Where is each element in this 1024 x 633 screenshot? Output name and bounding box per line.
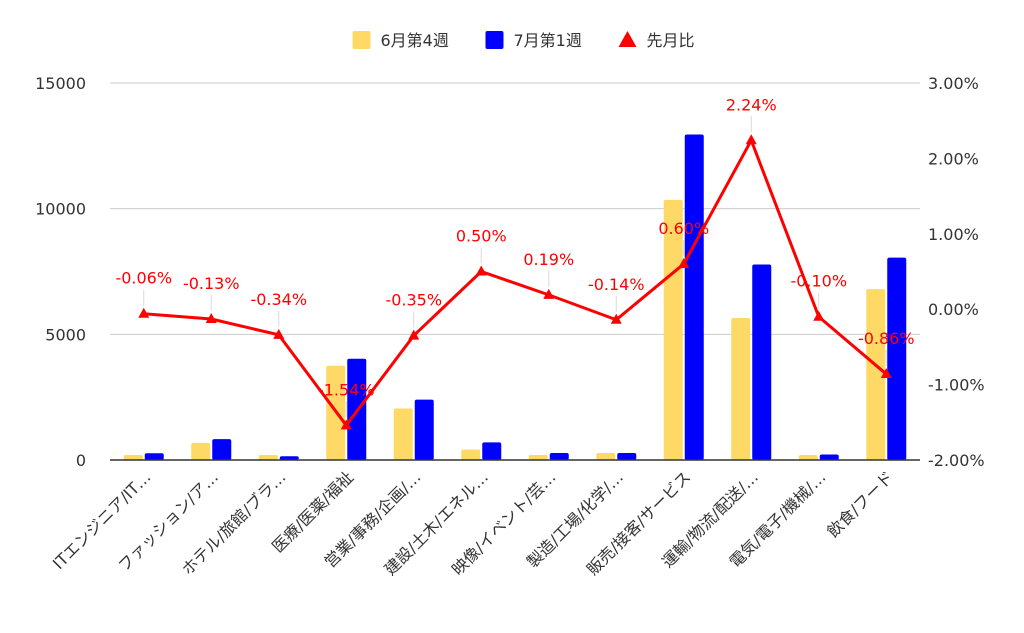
bar-series1	[663, 199, 683, 460]
bar-series1	[731, 317, 751, 460]
data-label: -0.06%	[115, 269, 172, 288]
bar-series2	[212, 439, 232, 460]
bar-series1	[123, 454, 143, 460]
data-labels: -0.06% -0.13% -0.34% -1.54% -0.35% 0.50% 0.19%…	[115, 95, 915, 418]
line-path	[143, 138, 888, 427]
y-right-tick-label: 2.00%	[928, 149, 979, 168]
data-label: 0.50%	[456, 227, 507, 246]
data-label: -0.86%	[858, 329, 915, 348]
bar-series1	[596, 452, 616, 460]
legend: 6月第4週 7月第1週 先月比	[352, 31, 695, 50]
data-label: -0.14%	[588, 275, 645, 294]
bars	[123, 134, 907, 461]
bar-series1	[528, 454, 548, 460]
line-marker	[610, 313, 622, 324]
legend-swatch	[352, 31, 371, 49]
data-label: -1.54%	[318, 380, 375, 399]
legend-label: 7月第1週	[514, 31, 582, 50]
category-labels: ITエンジニア/IT…ファッション/ア…ホテル/旅館/ブラ…医療/医薬/福祉営業…	[49, 467, 897, 579]
line-marker	[880, 368, 892, 379]
y-left-tick-label: 5000	[45, 325, 86, 344]
bar-series2	[684, 134, 704, 461]
y-left-tick-label: 0	[76, 451, 86, 470]
line-marker	[543, 288, 555, 299]
bar-series2	[752, 264, 772, 460]
y-right-tick-label: 1.00%	[928, 225, 979, 244]
bar-series1	[461, 449, 481, 460]
line-marker	[273, 328, 285, 339]
bar-series1	[866, 289, 886, 460]
legend-label: 6月第4週	[381, 31, 449, 50]
y-right-tick-label: 0.00%	[928, 300, 979, 319]
data-label: 2.24%	[726, 95, 777, 114]
y-right-tick-label: -2.00%	[928, 451, 985, 470]
bar-series2	[144, 453, 164, 460]
line-marker	[138, 307, 150, 318]
bar-series2	[279, 456, 299, 460]
line-marker	[475, 265, 487, 276]
y-left-tick-label: 10000	[35, 200, 86, 219]
data-label: -0.34%	[250, 290, 307, 309]
bar-series1	[798, 454, 818, 460]
bar-series1	[191, 442, 211, 460]
data-label: -0.13%	[183, 274, 240, 293]
bar-series2	[482, 442, 502, 460]
line-marker	[813, 310, 825, 321]
data-label: -0.35%	[385, 291, 442, 310]
bar-series2	[819, 454, 839, 460]
y-right-tick-label: -1.00%	[928, 376, 985, 395]
bar-series1	[258, 454, 278, 460]
y-left-tick-label: 15000	[35, 74, 86, 93]
legend-swatch	[618, 31, 637, 47]
bar-series2	[549, 452, 569, 460]
legend-swatch	[485, 31, 504, 49]
bar-series1	[393, 408, 413, 460]
bar-series2	[617, 452, 637, 460]
bar-series2	[414, 399, 434, 460]
data-label: -0.10%	[790, 272, 847, 291]
data-label: 0.19%	[523, 250, 574, 269]
line-marker	[745, 134, 757, 145]
gridlines	[110, 82, 920, 335]
line-marker	[340, 419, 352, 430]
line-marker	[678, 257, 690, 268]
data-label: 0.60%	[658, 219, 709, 238]
line-marker	[408, 329, 420, 340]
tick-labels: 0 5000 10000 15000 -2.00% -1.00% 0.00% 1.00% 2.0…	[35, 74, 985, 470]
line-series	[138, 134, 892, 430]
bar-series2	[887, 257, 907, 460]
line-marker	[205, 313, 217, 324]
legend-label: 先月比	[647, 31, 695, 50]
x-tick-label: 飲食/フード	[823, 467, 897, 541]
y-right-tick-label: 3.00%	[928, 74, 979, 93]
